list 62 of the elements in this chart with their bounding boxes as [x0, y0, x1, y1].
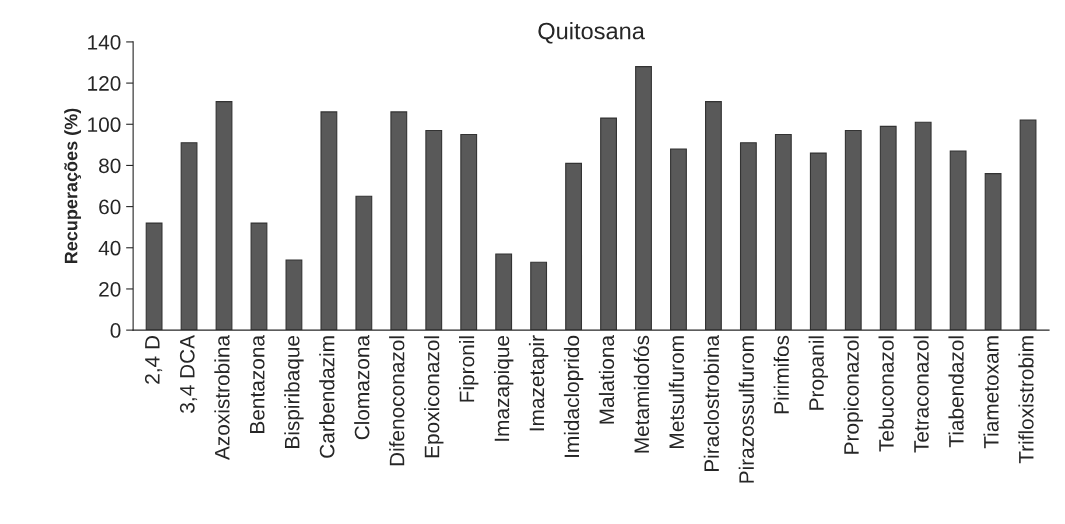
bar — [180, 142, 198, 331]
y-axis-title: Recuperações (%) — [64, 108, 82, 264]
x-tick-label: Bentazona — [250, 334, 265, 433]
x-tick-label: Propiconazol — [843, 336, 863, 454]
y-tick-label: 120 — [88, 76, 121, 91]
x-tick-label: Tetraconazol — [913, 336, 929, 453]
bar — [285, 259, 303, 331]
bar — [949, 150, 967, 331]
x-tick-label: Pirazossulfurom — [738, 336, 754, 483]
bar — [774, 134, 792, 331]
y-tick-label: 60 — [99, 199, 121, 215]
bar — [739, 142, 757, 331]
bar — [844, 129, 862, 331]
x-tick-label: Tiabendazol — [948, 336, 964, 448]
y-tick-label: 80 — [99, 158, 121, 174]
x-tick-label: Piraclostrobina — [703, 334, 720, 472]
x-tick-label: Pirimifos — [773, 335, 789, 414]
x-tick-label: Imazetapir — [528, 335, 549, 431]
x-tick-label: Malationa — [598, 334, 615, 424]
y-tick-label: 0 — [110, 323, 121, 338]
x-tick-label: Imidacloprido — [563, 335, 584, 457]
bar — [460, 134, 478, 331]
y-tick-label: 140 — [88, 34, 121, 50]
x-tick-label: Imazapique — [493, 335, 514, 441]
x-tick-label: Clomazona — [354, 334, 370, 440]
bar — [530, 261, 548, 331]
y-tick-label: 100 — [88, 117, 121, 133]
bar — [215, 101, 233, 331]
x-tick-label: 3,4 DCA — [179, 335, 198, 413]
x-tick-label: Propanil — [808, 336, 829, 410]
x-tick-label: Tebuconazol — [878, 336, 894, 452]
bar — [879, 125, 897, 331]
x-tick-label: Fipronil — [459, 336, 479, 402]
x-tick-label: Epoxiconazol — [424, 336, 444, 458]
x-tick-label: Metsulfurom — [668, 336, 685, 448]
bar — [390, 111, 408, 331]
bar — [495, 253, 513, 331]
bar — [984, 173, 1002, 331]
x-tick-label: Trifloxistrobim — [1018, 336, 1034, 464]
x-tick-label: Bispiribaque — [284, 335, 304, 448]
bar — [425, 129, 443, 331]
bar — [914, 121, 932, 331]
x-tick-label: 2,4 D — [144, 335, 163, 384]
x-tick-label: Tiametoxam — [983, 336, 999, 449]
y-tick-label: 20 — [99, 281, 121, 297]
bar — [145, 222, 163, 331]
bar — [809, 152, 827, 331]
bar — [565, 162, 583, 331]
bar — [635, 66, 652, 331]
chart-title: Quitosana — [538, 22, 645, 44]
bar — [600, 117, 617, 331]
x-tick-label: Azoxistrobina — [214, 334, 230, 460]
x-tick-label: Difenoconazol — [389, 336, 405, 466]
x-tick-label: Metamidofós — [633, 335, 650, 453]
x-tick-label: Carbendazim — [319, 336, 335, 458]
bar — [250, 222, 268, 331]
bar — [320, 111, 338, 331]
bar — [705, 101, 722, 331]
bar — [1019, 119, 1037, 331]
bar — [355, 195, 373, 331]
bar — [670, 148, 687, 331]
y-tick-label: 40 — [98, 240, 121, 256]
